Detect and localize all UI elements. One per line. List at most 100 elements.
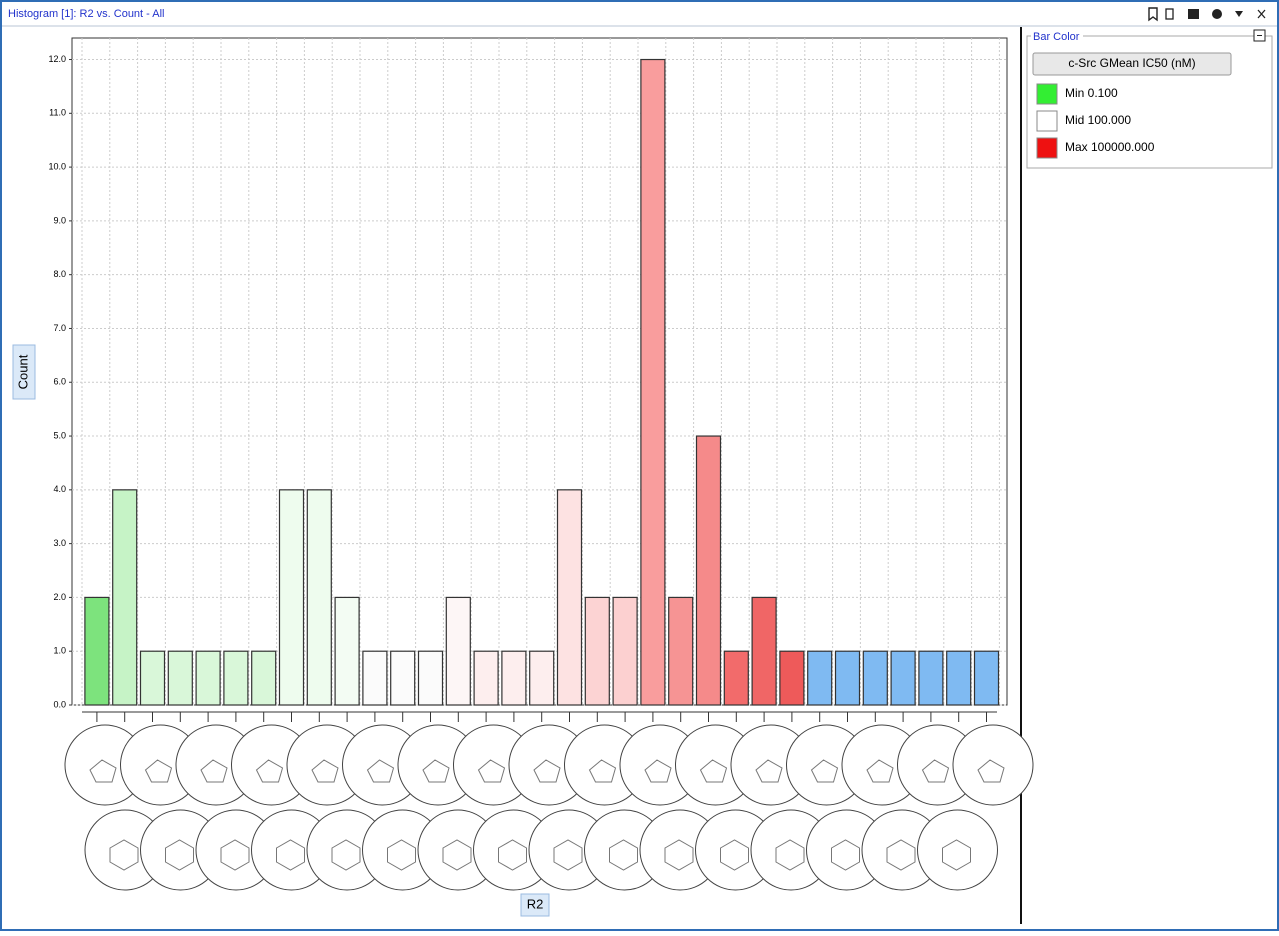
structure-drawing (422, 759, 450, 783)
structure-drawing (609, 839, 638, 871)
structure-drawing (699, 759, 728, 783)
structure-drawing (810, 759, 839, 783)
bar (306, 489, 332, 706)
y-tick-label: 2.0 (53, 592, 66, 602)
bar (918, 650, 944, 706)
bar (556, 489, 583, 706)
structure-drawing (886, 839, 916, 871)
structure-drawing (775, 839, 805, 871)
x-axis-label: R2 (527, 896, 544, 911)
y-tick-label: 5.0 (53, 430, 66, 440)
structure-drawing (144, 759, 173, 783)
legend-panel: Bar Color c-Src GMean IC50 (nM) Min 0.10… (1026, 29, 1273, 169)
y-tick-label: 8.0 (53, 269, 66, 279)
bar (973, 650, 1000, 706)
legend-title: Bar Color (1033, 31, 1080, 43)
bar (278, 489, 305, 706)
legend-swatch (1036, 83, 1058, 105)
y-tick-label: 6.0 (53, 377, 66, 387)
bar (640, 58, 666, 706)
structure-drawing (220, 839, 250, 871)
y-tick-label: 10.0 (48, 161, 66, 171)
bar (584, 596, 610, 706)
structure-drawing (276, 839, 305, 871)
y-tick-label: 7.0 (53, 323, 66, 333)
y-tick-label: 0.0 (53, 699, 66, 709)
y-tick-label: 3.0 (53, 538, 66, 548)
bar (445, 596, 471, 706)
legend-title-bg (1031, 31, 1083, 41)
structure-drawing (866, 759, 894, 783)
structure-drawing (553, 839, 583, 871)
bar (529, 650, 555, 706)
title-bar (2, 2, 1277, 26)
bar (834, 650, 861, 706)
legend-button-label: c-Src GMean IC50 (nM) (1068, 56, 1195, 70)
bar (195, 650, 221, 706)
bar (890, 650, 916, 706)
bar (946, 650, 972, 706)
bar (390, 650, 416, 706)
structure-drawing (109, 839, 139, 871)
bar (668, 596, 694, 706)
dropdown-icon[interactable] (1235, 11, 1243, 17)
bar (612, 596, 638, 706)
bar (223, 650, 249, 706)
structure-drawing (588, 759, 617, 783)
bar (723, 650, 749, 706)
legend-button[interactable] (1032, 52, 1232, 76)
bar (84, 596, 110, 706)
bar (807, 650, 833, 706)
bar (139, 650, 166, 706)
structure-drawing (498, 839, 527, 871)
structure-thumbnail (917, 809, 998, 891)
structure-drawing (755, 759, 783, 783)
structure-drawing (644, 759, 672, 783)
bar (501, 650, 527, 706)
structure-drawing (255, 759, 284, 783)
legend-label: Mid 100.000 (1065, 113, 1131, 127)
legend-label: Min 0.100 (1065, 86, 1118, 100)
plot: 0.0 1.0 2.0 3.0 4.0 5.0 6.0 7.0 8.0 9.0 10.0 11.0 12… (48, 37, 1034, 891)
bar (751, 596, 777, 706)
structure-drawing (664, 839, 694, 871)
y-tick-label: 4.0 (53, 484, 66, 494)
settings-icon[interactable] (1212, 9, 1222, 19)
legend-box (1026, 35, 1273, 169)
close-icon[interactable] (1257, 9, 1266, 19)
legend-swatch (1036, 137, 1058, 159)
structure-drawing (442, 839, 472, 871)
x-axis-label-box (520, 893, 550, 917)
y-axis-label-box (12, 344, 36, 400)
structure-drawing (200, 759, 228, 783)
bar (251, 650, 277, 706)
toolbar-icons (1148, 7, 1266, 22)
legend-swatch (1036, 110, 1058, 132)
image-icon[interactable] (1188, 9, 1199, 19)
bar (779, 650, 805, 706)
structure-drawing (942, 839, 971, 871)
bar (417, 650, 444, 706)
structure-drawing (311, 759, 339, 783)
legend-label: Max 100000.000 (1065, 140, 1155, 154)
copy-icon[interactable] (1165, 8, 1174, 20)
bar (473, 650, 499, 706)
structure-drawing (921, 759, 950, 783)
y-tick-label: 9.0 (53, 215, 66, 225)
structure-drawing (331, 839, 361, 871)
window-title: Histogram [1]: R2 vs. Count - All (8, 8, 165, 20)
y-tick-label: 11.0 (49, 108, 66, 118)
legend-items: Min 0.100 Mid 100.000 Max 100000.000 (1036, 83, 1155, 159)
bookmark-icon[interactable] (1148, 7, 1158, 22)
structure-drawing (477, 759, 506, 783)
bar (695, 435, 722, 706)
plot-area (71, 37, 1008, 706)
structure-drawing (977, 759, 1005, 783)
y-axis-label: Count (15, 354, 30, 389)
structure-drawing (165, 839, 194, 871)
structure-drawing (533, 759, 561, 783)
structure-drawing (831, 839, 860, 871)
bar (862, 650, 888, 706)
y-tick-label: 12.0 (48, 54, 66, 64)
